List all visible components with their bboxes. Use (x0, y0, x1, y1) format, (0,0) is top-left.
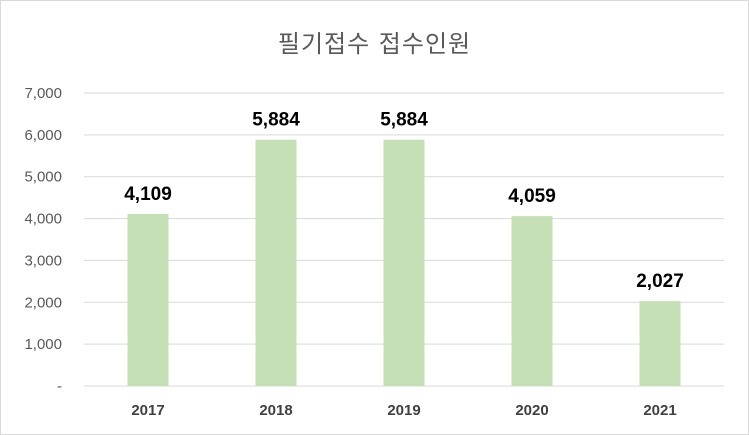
bars (127, 139, 681, 386)
x-tick-label-2021: 2021 (643, 402, 676, 419)
y-tick-label: 1,000 (24, 336, 62, 353)
y-tick-label: 6,000 (24, 127, 62, 144)
x-tick-label-2017: 2017 (131, 402, 164, 419)
data-label-2019: 5,884 (380, 110, 428, 131)
bar-2020 (511, 216, 553, 386)
y-tick-label: 7,000 (24, 85, 62, 102)
bar-2019 (383, 139, 425, 386)
data-labels: 4,109 5,884 5,884 4,059 2,027 (124, 110, 684, 292)
y-axis-ticks: - 1,000 2,000 3,000 4,000 5,000 6,000 7,000 (24, 85, 62, 395)
bar-2017 (127, 214, 169, 386)
y-tick-label: 4,000 (24, 211, 62, 228)
data-label-2017: 4,109 (124, 184, 172, 205)
y-tick-label: 2,000 (24, 294, 62, 311)
bar-2021 (639, 301, 681, 386)
x-tick-label-2019: 2019 (387, 402, 420, 419)
bar-2018 (255, 139, 297, 386)
x-axis-ticks: 2017 2018 2019 2020 2021 (131, 402, 676, 419)
data-label-2018: 5,884 (252, 110, 300, 131)
x-tick-label-2020: 2020 (515, 402, 548, 419)
x-tick-label-2018: 2018 (259, 402, 292, 419)
y-tick-label: - (57, 378, 62, 395)
y-tick-label: 5,000 (24, 169, 62, 186)
y-tick-label: 3,000 (24, 252, 62, 269)
data-label-2020: 4,059 (508, 186, 556, 207)
data-label-2021: 2,027 (636, 271, 684, 292)
chart-title: 필기접수 접수인원 (277, 30, 472, 58)
